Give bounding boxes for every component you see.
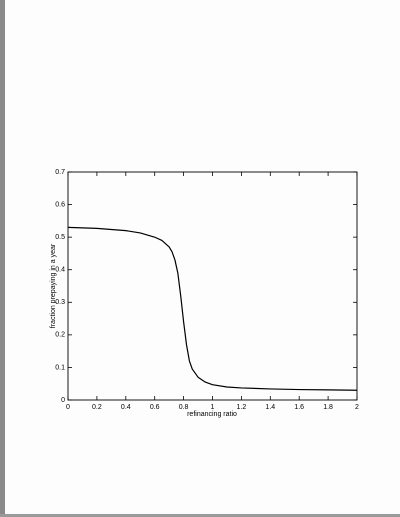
x-tick-label: 0.6 xyxy=(150,404,160,411)
x-tick-label: 2 xyxy=(355,404,359,411)
x-tick-label: 1.8 xyxy=(323,404,333,411)
x-tick-label: 1.6 xyxy=(294,404,304,411)
y-tick-label: 0.5 xyxy=(55,234,65,241)
x-tick-label: 0.8 xyxy=(179,404,189,411)
scan-edge xyxy=(0,514,400,517)
x-tick-label: 0 xyxy=(66,404,70,411)
x-tick-label: 0.4 xyxy=(121,404,131,411)
y-tick-label: 0.7 xyxy=(55,169,65,176)
x-axis-label: refinancing ratio xyxy=(187,411,237,418)
y-tick-label: 0.1 xyxy=(55,364,65,371)
data-line xyxy=(67,226,358,391)
x-tick-label: 1 xyxy=(211,404,215,411)
scan-edge xyxy=(0,0,5,517)
x-tick-label: 1.2 xyxy=(237,404,247,411)
x-tick-label: 1.4 xyxy=(265,404,275,411)
y-tick-label: 0.3 xyxy=(55,299,65,306)
y-tick-label: 0 xyxy=(61,397,65,404)
y-tick-label: 0.6 xyxy=(55,201,65,208)
y-tick-label: 0.4 xyxy=(55,267,65,274)
x-tick-label: 0.2 xyxy=(92,404,102,411)
y-axis-label: fraction prepaying in a year xyxy=(50,243,57,328)
plot-frame xyxy=(67,171,358,401)
y-tick-label: 0.2 xyxy=(55,332,65,339)
